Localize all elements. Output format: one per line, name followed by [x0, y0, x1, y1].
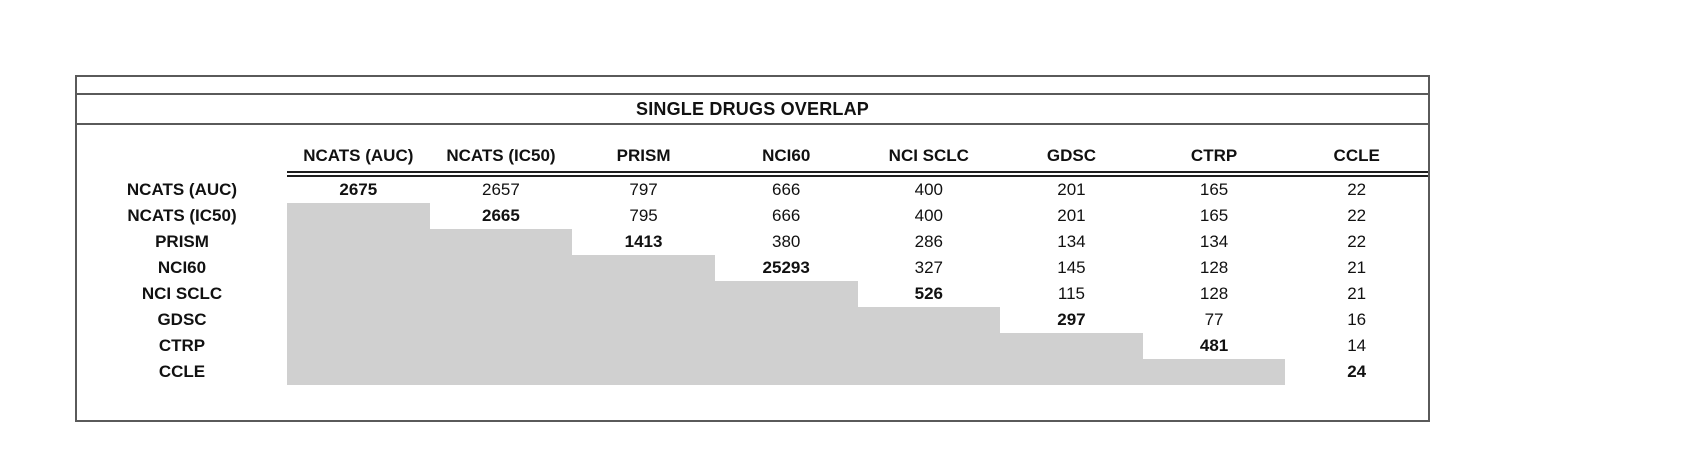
- matrix-cell: 795: [629, 206, 658, 225]
- shaded-cell: [287, 307, 430, 333]
- matrix-cell: 25293: [762, 258, 810, 277]
- matrix-cell: 2675: [339, 180, 378, 199]
- shaded-cell: [857, 307, 1001, 333]
- row-label: NCATS (AUC): [126, 180, 238, 199]
- matrix-cell: 115: [1057, 284, 1085, 303]
- shaded-cell: [714, 333, 858, 359]
- matrix-cell: 380: [772, 232, 801, 251]
- header-underline: [287, 171, 1428, 177]
- column-header: PRISM: [616, 146, 671, 165]
- shaded-cell: [287, 359, 430, 385]
- shaded-cell: [429, 255, 573, 281]
- matrix-cell: 201: [1057, 180, 1086, 199]
- column-header: CCLE: [1333, 146, 1380, 165]
- matrix-cell: 797: [629, 180, 658, 199]
- matrix-cell: 481: [1199, 336, 1229, 355]
- matrix-cell: 16: [1347, 310, 1367, 329]
- row-label: NCATS (IC50): [127, 206, 237, 225]
- row-label: CCLE: [158, 362, 206, 381]
- column-header: NCATS (IC50): [446, 146, 556, 165]
- table-row: NCATS (AUC) 2675 2657 797 666 400 201 165 22: [77, 177, 1428, 203]
- shaded-cell: [1000, 359, 1143, 385]
- shaded-cell: [572, 359, 715, 385]
- matrix-cell: 526: [914, 284, 943, 303]
- table-title: SINGLE DRUGS OVERLAP: [77, 95, 1428, 125]
- column-header: NCI SCLC: [888, 146, 969, 165]
- shaded-cell: [287, 333, 430, 359]
- shaded-cell: [857, 333, 1001, 359]
- shaded-cell: [572, 333, 715, 359]
- matrix-cell: 77: [1204, 310, 1224, 329]
- matrix-cell: 165: [1199, 206, 1229, 225]
- shaded-cell: [429, 281, 573, 307]
- shaded-cell: [287, 229, 430, 255]
- matrix-cell: 666: [772, 206, 801, 225]
- matrix-rows: NCATS (AUC) 2675 2657 797 666 400 201 165 22 NCAT…: [77, 177, 1428, 385]
- shaded-cell: [287, 281, 430, 307]
- matrix-cell: 2657: [482, 180, 520, 199]
- row-label: GDSC: [157, 310, 207, 329]
- column-header: CTRP: [1190, 146, 1238, 165]
- matrix-cell: 128: [1199, 284, 1229, 303]
- shaded-cell: [287, 203, 430, 229]
- shaded-cell: [857, 359, 1001, 385]
- table-body: NCATS (AUC) NCATS (IC50) PRISM NCI60 NCI SCL…: [77, 125, 1428, 385]
- shaded-cell: [714, 307, 858, 333]
- table-row: CTRP 481 14: [77, 333, 1428, 359]
- shaded-cell: [429, 359, 573, 385]
- table-row: NCI SCLC 526 115 128 21: [77, 281, 1428, 307]
- matrix-cell: 666: [772, 180, 801, 199]
- shaded-cell: [572, 307, 715, 333]
- matrix-cell: 22: [1347, 206, 1367, 225]
- matrix-cell: 297: [1057, 310, 1086, 329]
- matrix-cell: 134: [1199, 232, 1229, 251]
- column-header: NCATS (AUC): [303, 146, 414, 165]
- matrix-cell: 128: [1199, 258, 1229, 277]
- shaded-cell: [1000, 333, 1143, 359]
- matrix-cell: 165: [1199, 180, 1229, 199]
- shaded-cell: [714, 281, 858, 307]
- table-row: NCI60 25293 327 145 128 21: [77, 255, 1428, 281]
- matrix-cell: 400: [914, 206, 943, 225]
- row-label: PRISM: [155, 232, 209, 251]
- row-label: NCI60: [157, 258, 207, 277]
- shaded-cell: [572, 255, 715, 281]
- matrix-cell: 21: [1347, 258, 1367, 277]
- corner-cell: [77, 166, 287, 171]
- matrix-cell: 201: [1057, 206, 1086, 225]
- row-label: NCI SCLC: [141, 284, 223, 303]
- table-row: NCATS (IC50) 2665 795 666 400 201 165 22: [77, 203, 1428, 229]
- shaded-cell: [714, 359, 858, 385]
- column-header: GDSC: [1046, 146, 1096, 165]
- matrix-cell: 286: [914, 232, 943, 251]
- shaded-cell: [287, 255, 430, 281]
- shaded-cell: [572, 281, 715, 307]
- matrix-cell: 22: [1347, 232, 1367, 251]
- row-label: CTRP: [158, 336, 206, 355]
- table-row: CCLE 24: [77, 359, 1428, 385]
- matrix-cell: 134: [1057, 232, 1086, 251]
- header-row: NCATS (AUC) NCATS (IC50) PRISM NCI60 NCI SCL…: [77, 137, 1428, 171]
- overlap-table: SINGLE DRUGS OVERLAP NCATS (AUC) NCATS (I…: [75, 75, 1430, 422]
- table-row: PRISM 1413 380 286 134 134 22: [77, 229, 1428, 255]
- matrix-cell: 24: [1347, 362, 1367, 381]
- shaded-cell: [429, 333, 573, 359]
- matrix-cell: 327: [914, 258, 943, 277]
- matrix-cell: 2665: [482, 206, 520, 225]
- column-header: NCI60: [762, 146, 811, 165]
- matrix-cell: 22: [1347, 180, 1367, 199]
- table-row: GDSC 297 77 16: [77, 307, 1428, 333]
- matrix-cell: 14: [1347, 336, 1367, 355]
- shaded-cell: [429, 307, 573, 333]
- shaded-cell: [429, 229, 573, 255]
- matrix-cell: 145: [1057, 258, 1086, 277]
- shaded-cell: [1142, 359, 1286, 385]
- matrix-cell: 1413: [624, 232, 663, 251]
- matrix-cell: 400: [914, 180, 943, 199]
- empty-top-row: [77, 77, 1428, 95]
- matrix-cell: 21: [1347, 284, 1367, 303]
